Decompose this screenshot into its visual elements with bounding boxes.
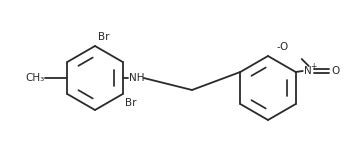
Text: O: O [332, 66, 340, 76]
Text: Br: Br [98, 32, 110, 42]
Text: -O: -O [277, 42, 289, 52]
Text: NH: NH [129, 73, 144, 83]
Text: Br: Br [125, 98, 136, 108]
Text: +: + [310, 62, 317, 71]
Text: CH₃: CH₃ [25, 73, 44, 83]
Text: N: N [304, 66, 311, 76]
